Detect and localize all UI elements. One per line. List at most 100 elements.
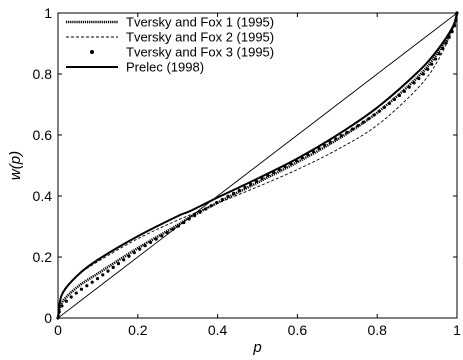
data-point (450, 29, 454, 34)
data-point (165, 231, 169, 235)
legend-label: Tversky and Fox 3 (1995) (126, 45, 274, 60)
data-point (232, 191, 236, 195)
data-point (345, 130, 349, 134)
data-point (382, 105, 386, 110)
data-point (266, 173, 270, 177)
x-tick-label: 0.4 (208, 322, 228, 338)
data-point (311, 149, 315, 154)
data-point (101, 273, 105, 277)
legend-item-prelec-1998: Prelec (1998) (66, 60, 204, 75)
x-tick-label: 0.6 (288, 322, 308, 338)
data-point (421, 72, 425, 76)
data-point (356, 124, 360, 128)
data-point (160, 234, 164, 238)
data-point (430, 62, 434, 66)
data-point (215, 200, 219, 205)
series-prelec-1998-line (57, 12, 458, 319)
data-point (271, 170, 276, 175)
data-point (447, 35, 451, 39)
data-point (64, 299, 68, 303)
y-tick-label: 1 (44, 5, 52, 21)
data-point (433, 57, 438, 61)
data-point (95, 277, 100, 281)
data-point (372, 113, 376, 117)
y-tick-label: 0.8 (33, 66, 53, 82)
data-point (392, 97, 397, 102)
data-point (323, 143, 327, 147)
legend-label: Prelec (1998) (126, 60, 204, 75)
y-axis-label: w(p) (7, 151, 24, 180)
legend-label: Tversky and Fox 2 (1995) (126, 30, 274, 45)
data-point (306, 152, 310, 157)
legend-swatch (90, 50, 94, 54)
x-tick-label: 0.8 (367, 322, 387, 338)
data-point (111, 265, 115, 269)
x-tick-label: 1 (453, 322, 461, 338)
data-point (122, 258, 126, 262)
data-point (277, 167, 281, 172)
data-point (116, 262, 121, 266)
data-point (260, 176, 264, 180)
curves-layer (56, 11, 459, 320)
data-point (192, 214, 197, 218)
data-point (254, 179, 258, 183)
data-point (367, 117, 371, 121)
data-point (143, 244, 147, 248)
data-point (106, 269, 110, 273)
data-point (90, 280, 94, 284)
series-reference-diagonal-line (57, 12, 458, 319)
data-point (74, 291, 78, 295)
data-point (85, 284, 89, 288)
data-point (317, 146, 321, 151)
data-point (407, 85, 411, 89)
legend-item-tversky-and-fox-3-1995: Tversky and Fox 3 (1995) (90, 45, 274, 60)
y-tick-label: 0.2 (33, 249, 53, 265)
data-point (453, 24, 457, 28)
data-point (437, 52, 441, 56)
legend-item-tversky-and-fox-1-1995: Tversky and Fox 1 (1995) (66, 15, 274, 30)
data-point (220, 197, 224, 202)
data-point (328, 140, 332, 144)
data-point (198, 210, 202, 214)
data-point (426, 67, 430, 71)
data-point (412, 81, 416, 85)
data-point (203, 207, 208, 211)
legend-item-tversky-and-fox-2-1995: Tversky and Fox 2 (1995) (66, 30, 274, 45)
data-point (387, 101, 392, 106)
data-point (402, 89, 406, 93)
data-point (132, 251, 136, 255)
data-point (289, 161, 293, 166)
data-point (237, 188, 241, 192)
x-tick-label: 0.2 (128, 322, 148, 338)
y-tick-label: 0 (44, 310, 52, 326)
data-point (127, 254, 131, 258)
data-point (79, 287, 84, 291)
data-point (154, 237, 158, 241)
data-point (171, 227, 175, 231)
data-point (226, 194, 230, 199)
data-point (283, 164, 287, 169)
x-tick-label: 0 (54, 322, 62, 338)
data-point (60, 304, 64, 308)
data-point (249, 182, 253, 186)
data-point (243, 185, 247, 189)
x-axis-label: p (252, 339, 261, 356)
data-point (138, 247, 142, 251)
data-point (176, 224, 180, 228)
y-tick-label: 0.6 (33, 127, 53, 143)
data-point (294, 158, 298, 163)
data-point (350, 127, 354, 131)
data-point (397, 93, 402, 98)
series-tversky-and-fox-3-1995 (56, 11, 459, 320)
data-point (444, 41, 448, 45)
data-point (69, 295, 73, 299)
data-point (334, 137, 338, 141)
data-point (300, 155, 304, 160)
legend-label: Tversky and Fox 1 (1995) (126, 15, 274, 30)
data-point (182, 220, 186, 225)
data-point (417, 76, 421, 81)
data-point (377, 109, 381, 113)
ticks-layer: 0 0.2 0.4 0.6 0.8 1 0 0.2 0.4 0.6 0.8 1 (33, 5, 462, 338)
y-tick-label: 0.4 (33, 188, 53, 204)
